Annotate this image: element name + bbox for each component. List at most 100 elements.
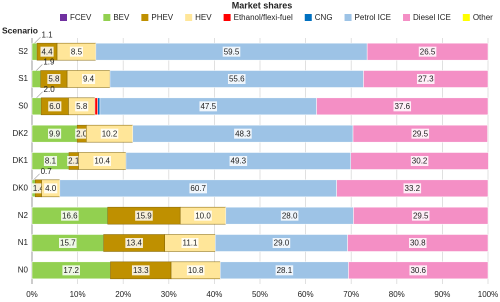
data-label-bg: [189, 183, 208, 194]
data-label: 10.2: [102, 129, 118, 138]
data-label: 0.7: [41, 167, 53, 176]
data-label: 33.2: [405, 184, 421, 193]
x-tick-label: 20%: [115, 290, 131, 299]
data-label: 2.1: [68, 157, 80, 166]
data-label-bg: [31, 183, 45, 194]
legend-swatch: [103, 14, 111, 21]
y-tick-label: N0: [18, 265, 29, 274]
data-label: 4.4: [41, 47, 53, 56]
data-label-bg: [93, 156, 112, 166]
data-label-bg: [181, 238, 199, 248]
bar-segment: [31, 70, 41, 88]
legend-swatch: [304, 14, 312, 21]
data-label-bg: [393, 101, 412, 112]
legend-label: HEV: [195, 13, 212, 22]
x-tick-label: 70%: [343, 290, 359, 299]
data-label: 59.5: [224, 47, 240, 56]
data-label-bg: [69, 46, 84, 57]
data-label: 1.9: [43, 58, 55, 67]
data-label-bg: [280, 210, 299, 221]
x-tick-label: 100%: [478, 290, 498, 299]
data-label-bg: [416, 74, 435, 84]
legend-label: PHEV: [151, 13, 173, 22]
bar-segment: [31, 42, 38, 61]
x-tick-label: 80%: [389, 290, 405, 299]
x-tick-label: 10%: [70, 290, 86, 299]
y-axis-label: Scenario: [2, 25, 38, 35]
data-label: 30.6: [410, 266, 426, 275]
leader-line: [36, 64, 43, 71]
leader-line: [33, 173, 40, 181]
data-label: 15.7: [60, 239, 76, 248]
data-label: 2.0: [44, 85, 56, 94]
y-tick-label: N2: [18, 211, 29, 220]
data-label: 15.9: [136, 211, 152, 220]
data-label-bg: [75, 128, 89, 139]
data-label: 49.3: [231, 157, 247, 166]
data-label: 29.5: [413, 211, 429, 220]
data-label-bg: [44, 183, 58, 194]
data-label: 1.1: [42, 30, 54, 39]
legend-label: Petrol ICE: [355, 13, 391, 22]
data-label: 37.6: [394, 102, 410, 111]
data-label-bg: [125, 238, 143, 248]
chart-title: Market shares: [232, 0, 293, 10]
leader-line: [36, 91, 43, 99]
data-label-bg: [403, 183, 422, 194]
legend-swatch: [185, 14, 193, 21]
data-label: 8.5: [71, 47, 83, 56]
x-tick-label: 0%: [26, 290, 38, 299]
data-label-bg: [272, 238, 291, 248]
y-tick-label: N1: [18, 238, 29, 247]
y-tick-label: DK2: [12, 129, 28, 138]
data-label-bg: [59, 238, 77, 248]
data-label: 47.5: [200, 102, 216, 111]
data-label-bg: [135, 210, 153, 221]
data-label-bg: [43, 156, 58, 166]
data-label: 26.5: [420, 47, 436, 56]
data-label-bg: [227, 74, 246, 84]
data-label-bg: [408, 238, 427, 248]
bar-segment: [97, 97, 101, 116]
data-label: 30.8: [410, 239, 426, 248]
data-label: 9.9: [49, 129, 61, 138]
legend-swatch: [403, 14, 411, 21]
data-label: 29.5: [412, 129, 428, 138]
data-label: 11.1: [183, 239, 199, 248]
data-label: 30.2: [412, 157, 428, 166]
data-label-bg: [411, 210, 430, 221]
legend-label: FCEV: [70, 13, 92, 22]
x-tick-label: 40%: [206, 290, 222, 299]
data-label: 27.3: [418, 75, 434, 84]
data-label: 13.4: [126, 239, 142, 248]
legend-swatch: [60, 14, 67, 21]
y-tick-label: S2: [18, 47, 28, 56]
data-label: 16.6: [62, 211, 78, 220]
data-label: 5.8: [76, 102, 88, 111]
x-tick-label: 30%: [161, 290, 177, 299]
bar-segment: [31, 97, 42, 116]
x-tick-label: 90%: [434, 290, 450, 299]
legend-swatch: [141, 14, 149, 21]
data-label-bg: [67, 156, 81, 166]
data-label-bg: [194, 210, 212, 221]
data-label-bg: [409, 265, 428, 276]
data-label-bg: [100, 128, 119, 139]
legend-swatch: [223, 14, 231, 21]
data-label-bg: [199, 101, 218, 112]
legend-label: BEV: [113, 13, 130, 22]
data-label: 2.0: [76, 129, 88, 138]
data-label-bg: [410, 156, 429, 166]
data-label-bg: [186, 265, 205, 276]
data-label-bg: [418, 46, 437, 57]
y-tick-label: S0: [18, 101, 28, 110]
data-label-bg: [62, 265, 81, 276]
data-label: 9.4: [83, 75, 95, 84]
legend-swatch: [462, 14, 470, 21]
data-label-bg: [131, 265, 150, 276]
bar-segment: [94, 97, 98, 116]
data-label-bg: [40, 46, 54, 57]
data-label: 60.7: [190, 184, 206, 193]
data-label-bg: [275, 265, 294, 276]
